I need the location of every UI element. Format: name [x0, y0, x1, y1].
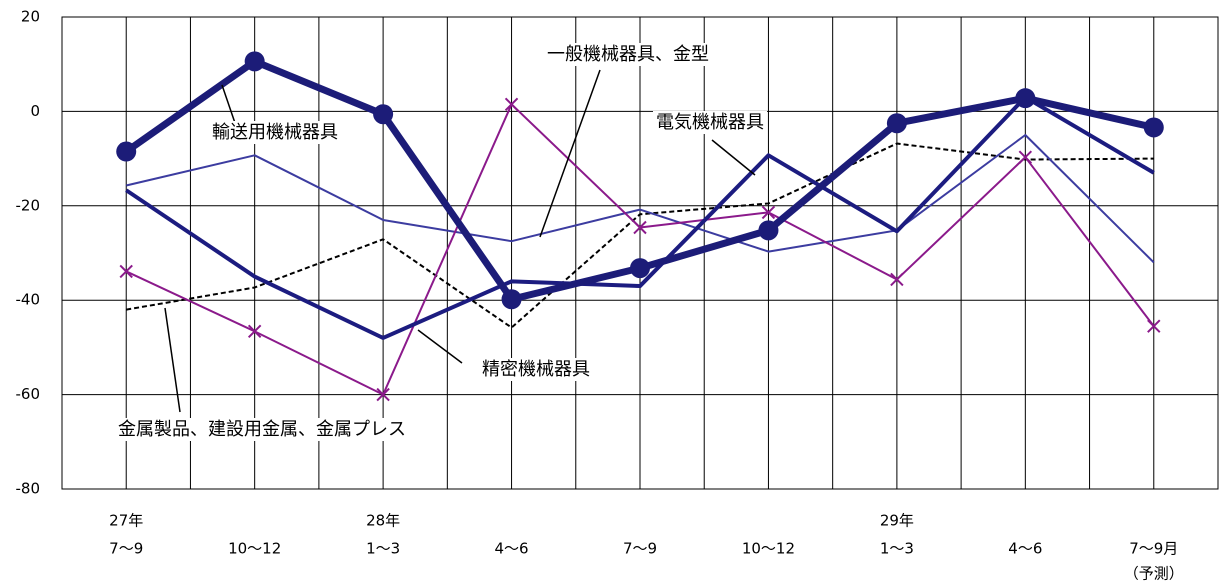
y-tick-label: -80 — [16, 480, 41, 498]
annotation-label: 一般機械器具、金型 — [547, 44, 709, 65]
y-tick-label: 0 — [30, 102, 40, 120]
x-tick-label: 7～9 — [623, 540, 657, 558]
annotation-bg — [544, 43, 712, 66]
plot-frame — [61, 16, 1219, 490]
point-marker — [373, 104, 394, 125]
series-line — [125, 95, 1155, 340]
point-marker — [116, 141, 137, 162]
x-year-label: 29年 — [880, 512, 914, 530]
annotation-label: 電気機械器具 — [656, 112, 764, 133]
point-marker — [501, 289, 522, 310]
point-marker — [886, 113, 907, 134]
x-note-label: （予測） — [1124, 565, 1184, 583]
annotation-arrow — [539, 69, 601, 238]
annotation-arrow — [711, 139, 756, 176]
x-year-label: 28年 — [366, 512, 400, 530]
point-marker — [119, 264, 133, 279]
point-marker — [1015, 88, 1036, 109]
point-marker — [1018, 150, 1033, 164]
y-tick-label: -60 — [16, 385, 41, 403]
x-tick-label: 10～12 — [228, 540, 281, 558]
x-tick-label: 7～9 — [109, 540, 143, 558]
point-marker — [247, 324, 262, 339]
point-marker — [761, 205, 776, 220]
annotation-bg — [479, 358, 593, 381]
y-tick-label: 20 — [21, 8, 40, 26]
series-line — [125, 134, 1155, 264]
point-marker — [630, 258, 650, 279]
x-tick-label: 7～9月 — [1129, 540, 1178, 558]
x-tick-label: 4～6 — [1008, 540, 1042, 558]
annotation-bg — [209, 121, 341, 144]
x-tick-label: 1～3 — [366, 540, 400, 558]
point-marker — [633, 220, 647, 235]
annotation-bg — [115, 418, 409, 441]
y-tick-label: -20 — [16, 196, 41, 214]
point-marker — [890, 272, 904, 287]
x-tick-label: 4～6 — [495, 540, 529, 558]
point-marker — [504, 97, 519, 112]
point-marker — [1143, 117, 1164, 138]
y-tick-label: -40 — [16, 291, 41, 309]
annotation-arrow — [164, 307, 181, 413]
annotation-arrow — [221, 84, 236, 124]
point-marker — [1147, 319, 1161, 333]
annotation-arrow — [417, 329, 463, 364]
x-tick-label: 10～12 — [742, 540, 795, 558]
annotation-label: 輸送用機械器具 — [212, 122, 338, 143]
point-marker — [758, 220, 779, 241]
annotation-label: 精密機械器具 — [482, 359, 590, 380]
point-marker — [244, 51, 265, 72]
series-line — [126, 142, 1154, 329]
x-tick-label: 1～3 — [880, 540, 914, 558]
annotation-bg — [653, 111, 767, 134]
annotation-label: 金属製品、建設用金属、金属プレス — [118, 419, 406, 440]
point-marker — [376, 387, 390, 402]
x-year-label: 27年 — [109, 512, 143, 530]
